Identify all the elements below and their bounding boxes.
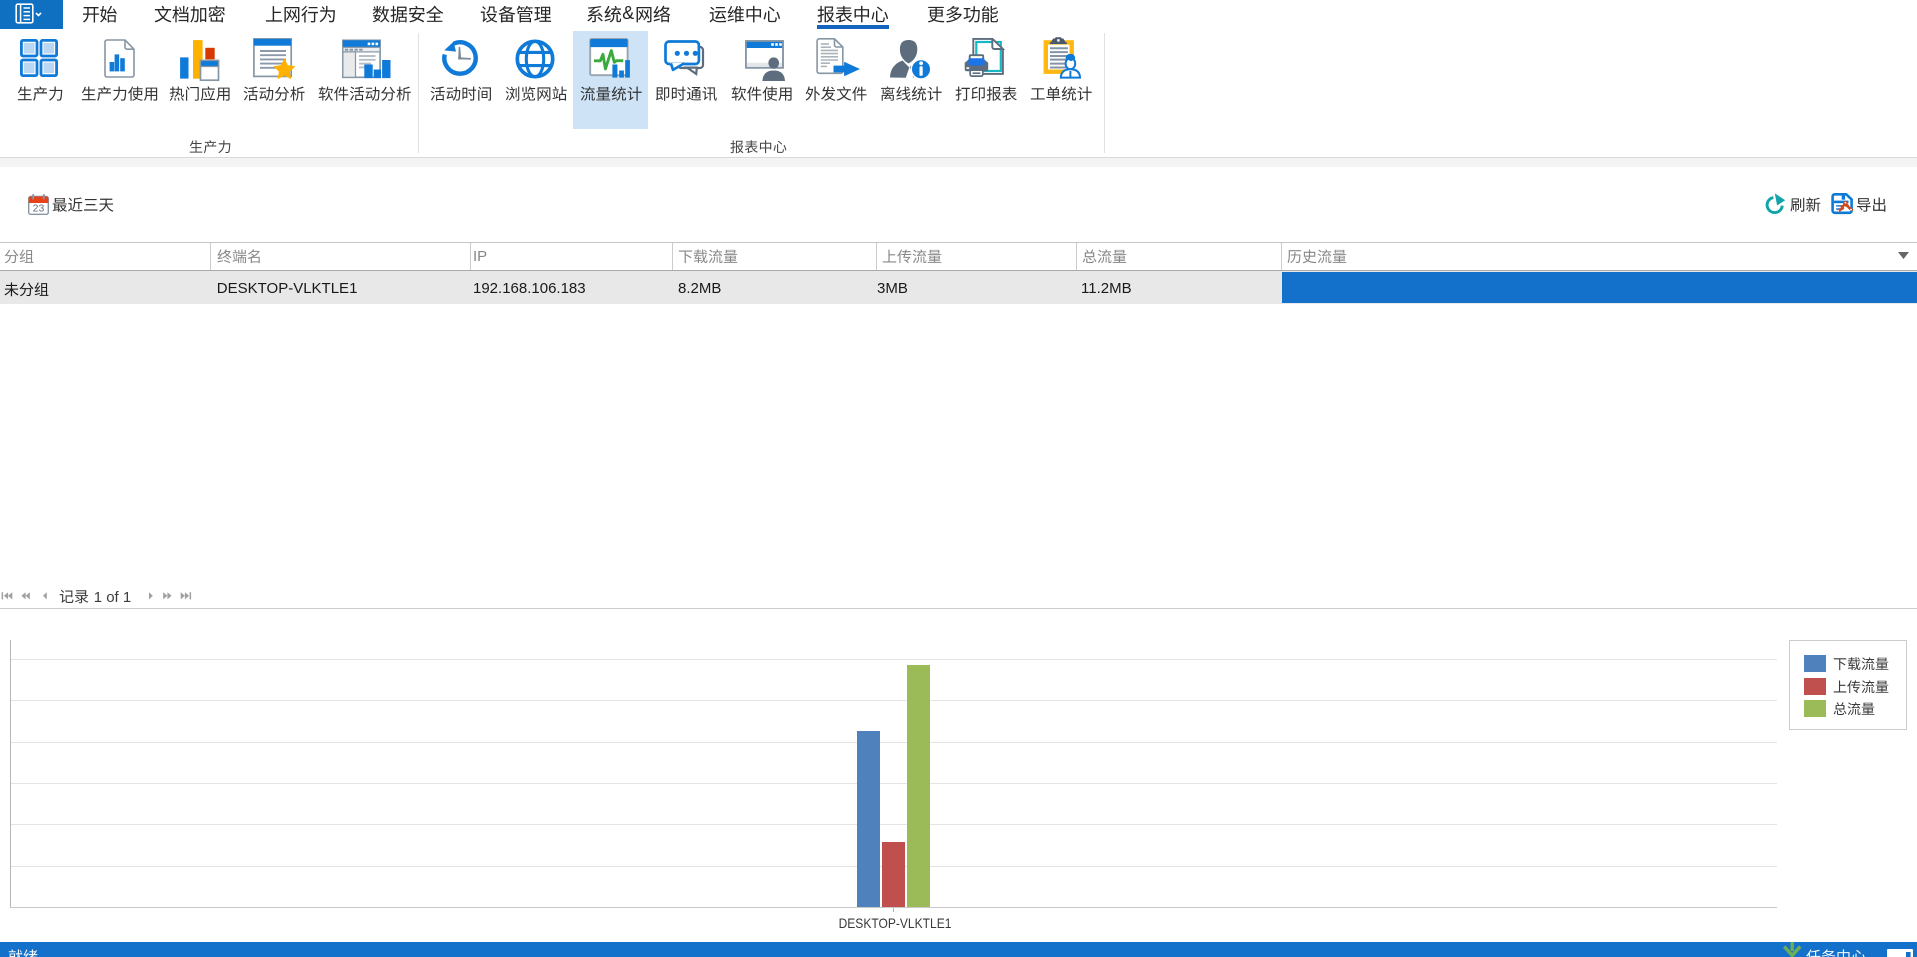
svg-text:23: 23 [33, 203, 45, 215]
